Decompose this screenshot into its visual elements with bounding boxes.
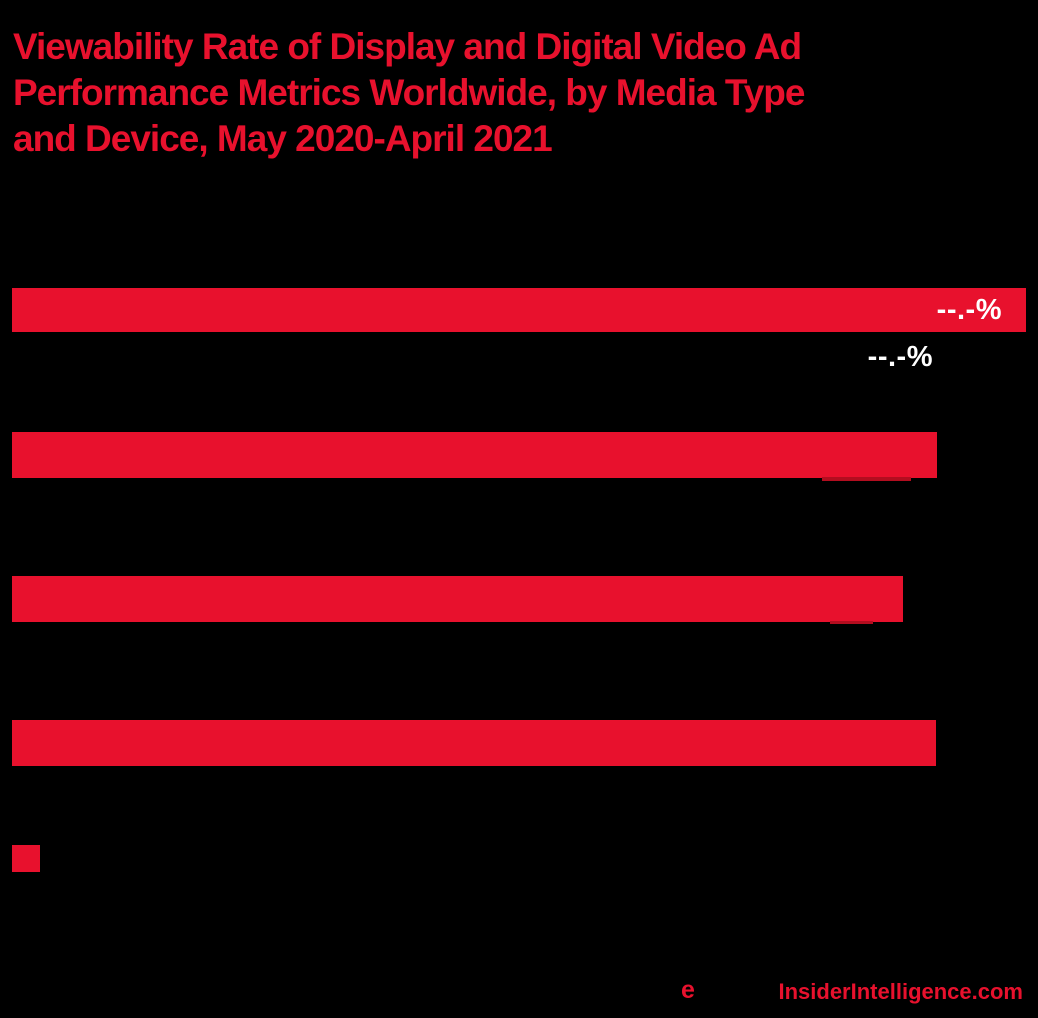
bar-row-2-edge-artifact [822, 477, 911, 481]
bar-row-2 [12, 432, 937, 478]
insider-intelligence-link[interactable]: InsiderIntelligence.com [778, 979, 1023, 1004]
chart-title: Viewability Rate of Display and Digital … [13, 24, 1003, 162]
chart-title-line-1: Viewability Rate of Display and Digital … [13, 26, 802, 67]
bar-row-4 [12, 720, 936, 766]
emarketer-logo-e: e [681, 976, 695, 1004]
chart-title-line-2: Performance Metrics Worldwide, by Media … [13, 72, 805, 113]
bar-row-1: --.-% [12, 288, 1026, 332]
chart-title-line-3: and Device, May 2020-April 2021 [13, 118, 553, 159]
bar-row-3-edge-artifact [830, 621, 873, 624]
bar-row-1-second-series-value-label: --.-% [867, 341, 933, 373]
bar-row-3 [12, 576, 903, 622]
legend-swatch [12, 845, 40, 872]
bar-row-1-value-label: --.-% [936, 293, 1002, 326]
